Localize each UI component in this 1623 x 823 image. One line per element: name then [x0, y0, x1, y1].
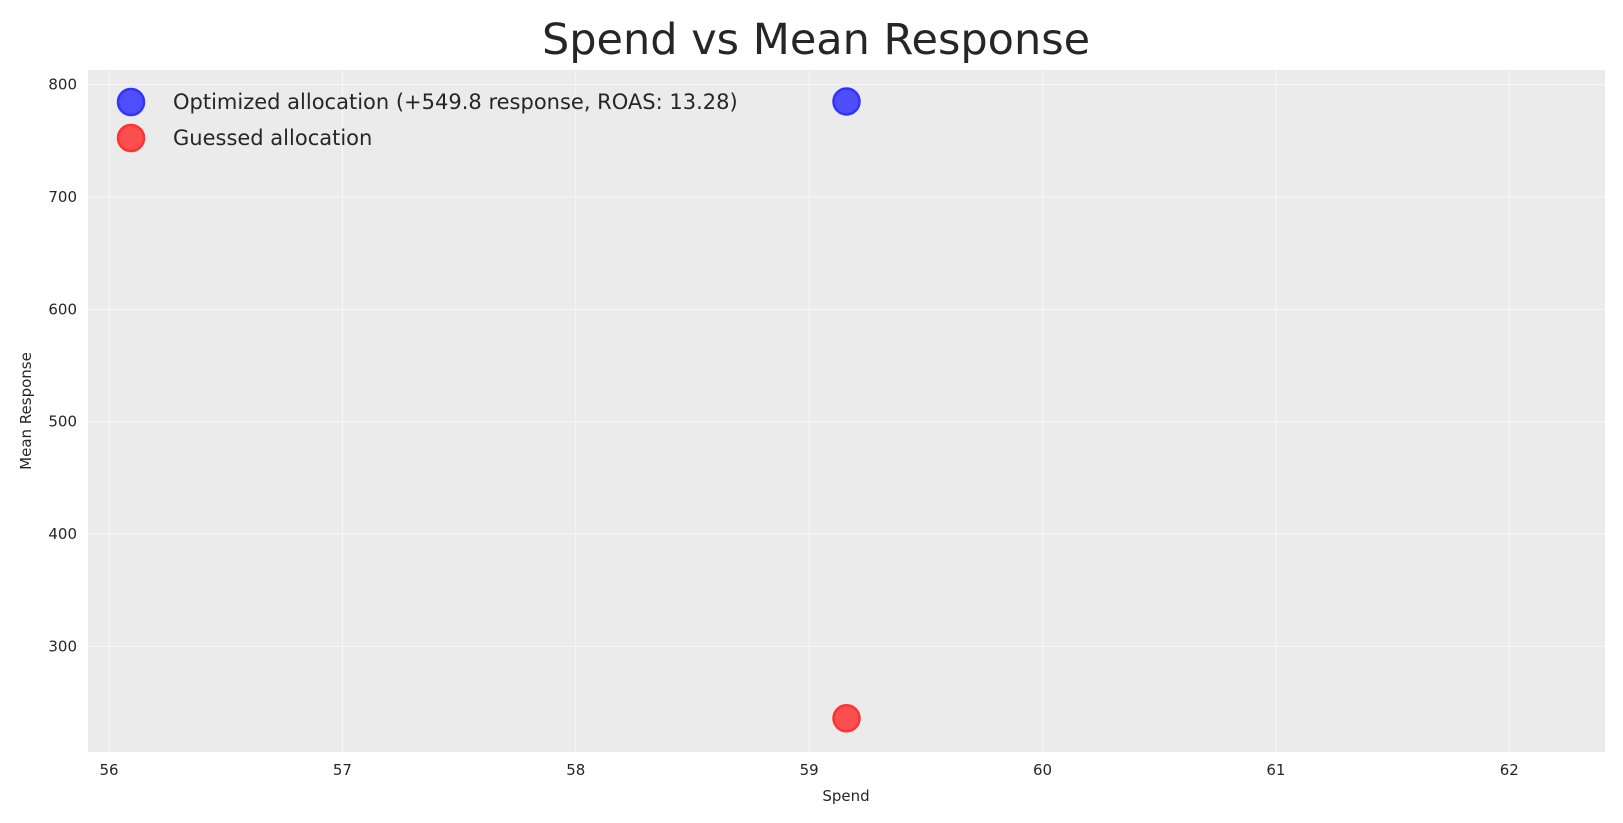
legend-label: Guessed allocation	[173, 126, 372, 150]
y-tick-label: 400	[48, 525, 77, 543]
x-tick-label: 57	[333, 761, 352, 779]
x-axis-ticks: 56 57 58 59 60 61 62	[99, 761, 1518, 779]
y-tick-label: 800	[48, 76, 77, 94]
x-tick-label: 59	[800, 761, 819, 779]
x-tick-label: 56	[99, 761, 118, 779]
chart-title: Spend vs Mean Response	[542, 15, 1090, 65]
legend-marker	[116, 123, 146, 153]
y-axis-ticks: 300 400 500 600 700 800	[48, 76, 77, 656]
grid-lines	[88, 70, 1605, 752]
x-tick-label: 60	[1033, 761, 1052, 779]
legend-marker	[116, 87, 146, 117]
legend: Optimized allocation (+549.8 response, R…	[116, 87, 738, 153]
y-tick-label: 300	[48, 637, 77, 655]
x-tick-label: 58	[566, 761, 585, 779]
y-tick-label: 700	[48, 188, 77, 206]
x-tick-label: 61	[1266, 761, 1285, 779]
legend-label: Optimized allocation (+549.8 response, R…	[173, 90, 738, 114]
data-points	[832, 87, 861, 733]
x-axis-label: Spend	[822, 787, 869, 805]
plot-area	[88, 70, 1605, 752]
x-tick-label: 62	[1500, 761, 1519, 779]
data-point-guessed	[832, 704, 861, 733]
y-tick-label: 500	[48, 413, 77, 431]
data-point-optimized	[832, 87, 861, 116]
y-axis-label: Mean Response	[17, 352, 35, 470]
y-tick-label: 600	[48, 300, 77, 318]
